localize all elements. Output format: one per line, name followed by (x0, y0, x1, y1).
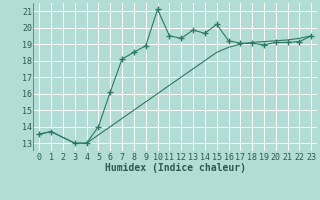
X-axis label: Humidex (Indice chaleur): Humidex (Indice chaleur) (105, 163, 246, 173)
